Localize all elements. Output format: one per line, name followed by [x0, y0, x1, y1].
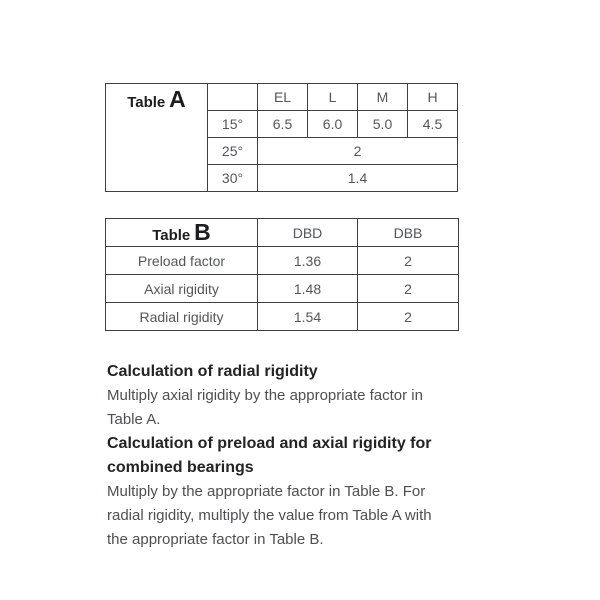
table-a-row-15deg: 15° 6.5 6.0 5.0 4.5 [106, 110, 458, 138]
table-a-value-15-el: 6.5 [257, 110, 308, 138]
section-radial-body-line-1: Multiply axial rigidity by the appropria… [107, 387, 423, 404]
section-combined-body-line-3: the appropriate factor in Table B. [107, 531, 324, 548]
table-b-label-cell: Table B [105, 218, 258, 247]
section-combined-body-line-2: radial rigidity, multiply the value from… [107, 507, 432, 524]
table-b-label-letter: B [194, 219, 211, 246]
table-b-row-radial: Radial rigidity 1.54 2 [105, 302, 459, 331]
table-a-col-header-h: H [407, 83, 458, 111]
table-a-angle-15: 15° [207, 110, 258, 138]
table-b: Table B DBD DBB Preload factor 1.36 2 Ax… [105, 218, 459, 331]
table-b-rowlabel-radial: Radial rigidity [105, 302, 258, 331]
table-a-col-header-m: M [357, 83, 408, 111]
table-b-radial-dbb: 2 [357, 302, 459, 331]
table-a-corner-cell [207, 83, 258, 111]
table-a-value-15-l: 6.0 [307, 110, 358, 138]
table-a-value-15-m: 5.0 [357, 110, 408, 138]
table-a-angle-25: 25° [207, 137, 258, 165]
table-a-angle-30: 30° [207, 164, 258, 192]
table-b-preload-dbd: 1.36 [257, 246, 358, 275]
table-a-col-header-el: EL [257, 83, 308, 111]
table-a-value-25-merged: 2 [257, 137, 458, 165]
table-a-row-25deg: 25° 2 [106, 137, 458, 165]
table-b-header-row: Table B DBD DBB [105, 218, 459, 247]
table-a-row-30deg: 30° 1.4 [106, 164, 458, 192]
table-a-header-row: Table A EL L M H [105, 83, 458, 192]
section-combined-heading-line-1: Calculation of preload and axial rigidit… [107, 435, 432, 452]
table-a: Table A EL L M H 15° 6.5 6.0 5.0 4.5 25°… [105, 83, 458, 192]
table-a-value-30-merged: 1.4 [257, 164, 458, 192]
table-b-rowlabel-axial: Axial rigidity [105, 274, 258, 303]
table-a-label-cell: Table A [105, 83, 208, 192]
section-combined-body-line-1: Multiply by the appropriate factor in Ta… [107, 483, 426, 500]
table-a-col-header-l: L [307, 83, 358, 111]
table-a-label-letter: A [169, 86, 186, 112]
explanation-text: Calculation of radial rigidity Multiply … [107, 360, 487, 552]
table-b-row-axial: Axial rigidity 1.48 2 [105, 274, 459, 303]
section-radial-heading: Calculation of radial rigidity [107, 363, 318, 380]
table-a-value-15-h: 4.5 [407, 110, 458, 138]
table-b-rowlabel-preload: Preload factor [105, 246, 258, 275]
table-b-preload-dbb: 2 [357, 246, 459, 275]
table-b-axial-dbd: 1.48 [257, 274, 358, 303]
section-combined-heading-line-2: combined bearings [107, 459, 254, 476]
table-b-label-word: Table [152, 227, 191, 244]
table-a-label-word: Table [127, 94, 166, 111]
table-b-row-preload: Preload factor 1.36 2 [105, 246, 459, 275]
table-b-axial-dbb: 2 [357, 274, 459, 303]
table-b-col-header-dbd: DBD [257, 218, 358, 247]
table-b-col-header-dbb: DBB [357, 218, 459, 247]
table-b-radial-dbd: 1.54 [257, 302, 358, 331]
section-radial-body-line-2: Table A. [107, 411, 161, 428]
